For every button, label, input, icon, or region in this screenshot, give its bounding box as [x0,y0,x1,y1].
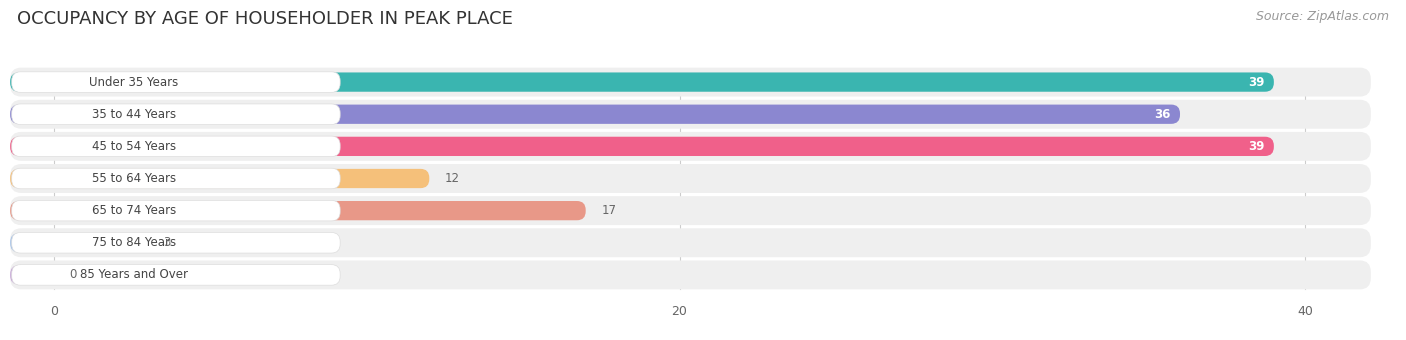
FancyBboxPatch shape [10,105,1180,124]
FancyBboxPatch shape [10,137,1274,156]
FancyBboxPatch shape [11,233,340,253]
Text: OCCUPANCY BY AGE OF HOUSEHOLDER IN PEAK PLACE: OCCUPANCY BY AGE OF HOUSEHOLDER IN PEAK … [17,10,513,28]
FancyBboxPatch shape [10,265,69,285]
FancyBboxPatch shape [10,201,586,220]
FancyBboxPatch shape [10,169,429,188]
Text: Source: ZipAtlas.com: Source: ZipAtlas.com [1256,10,1389,23]
FancyBboxPatch shape [10,100,1371,129]
FancyBboxPatch shape [11,104,340,124]
FancyBboxPatch shape [10,233,148,252]
Text: 75 to 84 Years: 75 to 84 Years [91,236,176,249]
FancyBboxPatch shape [11,72,340,92]
Text: 39: 39 [1249,75,1264,89]
FancyBboxPatch shape [10,228,1371,257]
FancyBboxPatch shape [11,200,340,221]
Text: 35 to 44 Years: 35 to 44 Years [91,108,176,121]
Text: 45 to 54 Years: 45 to 54 Years [91,140,176,153]
Text: 55 to 64 Years: 55 to 64 Years [91,172,176,185]
Text: Under 35 Years: Under 35 Years [89,75,179,89]
Text: 85 Years and Over: 85 Years and Over [80,268,188,282]
FancyBboxPatch shape [10,260,1371,289]
FancyBboxPatch shape [10,164,1371,193]
Text: 17: 17 [602,204,616,217]
Text: 3: 3 [163,236,170,249]
FancyBboxPatch shape [10,68,1371,97]
Text: 0: 0 [69,268,77,282]
Text: 39: 39 [1249,140,1264,153]
FancyBboxPatch shape [11,265,340,285]
FancyBboxPatch shape [11,136,340,157]
FancyBboxPatch shape [11,168,340,189]
Text: 65 to 74 Years: 65 to 74 Years [91,204,176,217]
Text: 36: 36 [1154,108,1171,121]
FancyBboxPatch shape [10,132,1371,161]
FancyBboxPatch shape [10,196,1371,225]
FancyBboxPatch shape [10,72,1274,92]
Text: 12: 12 [444,172,460,185]
